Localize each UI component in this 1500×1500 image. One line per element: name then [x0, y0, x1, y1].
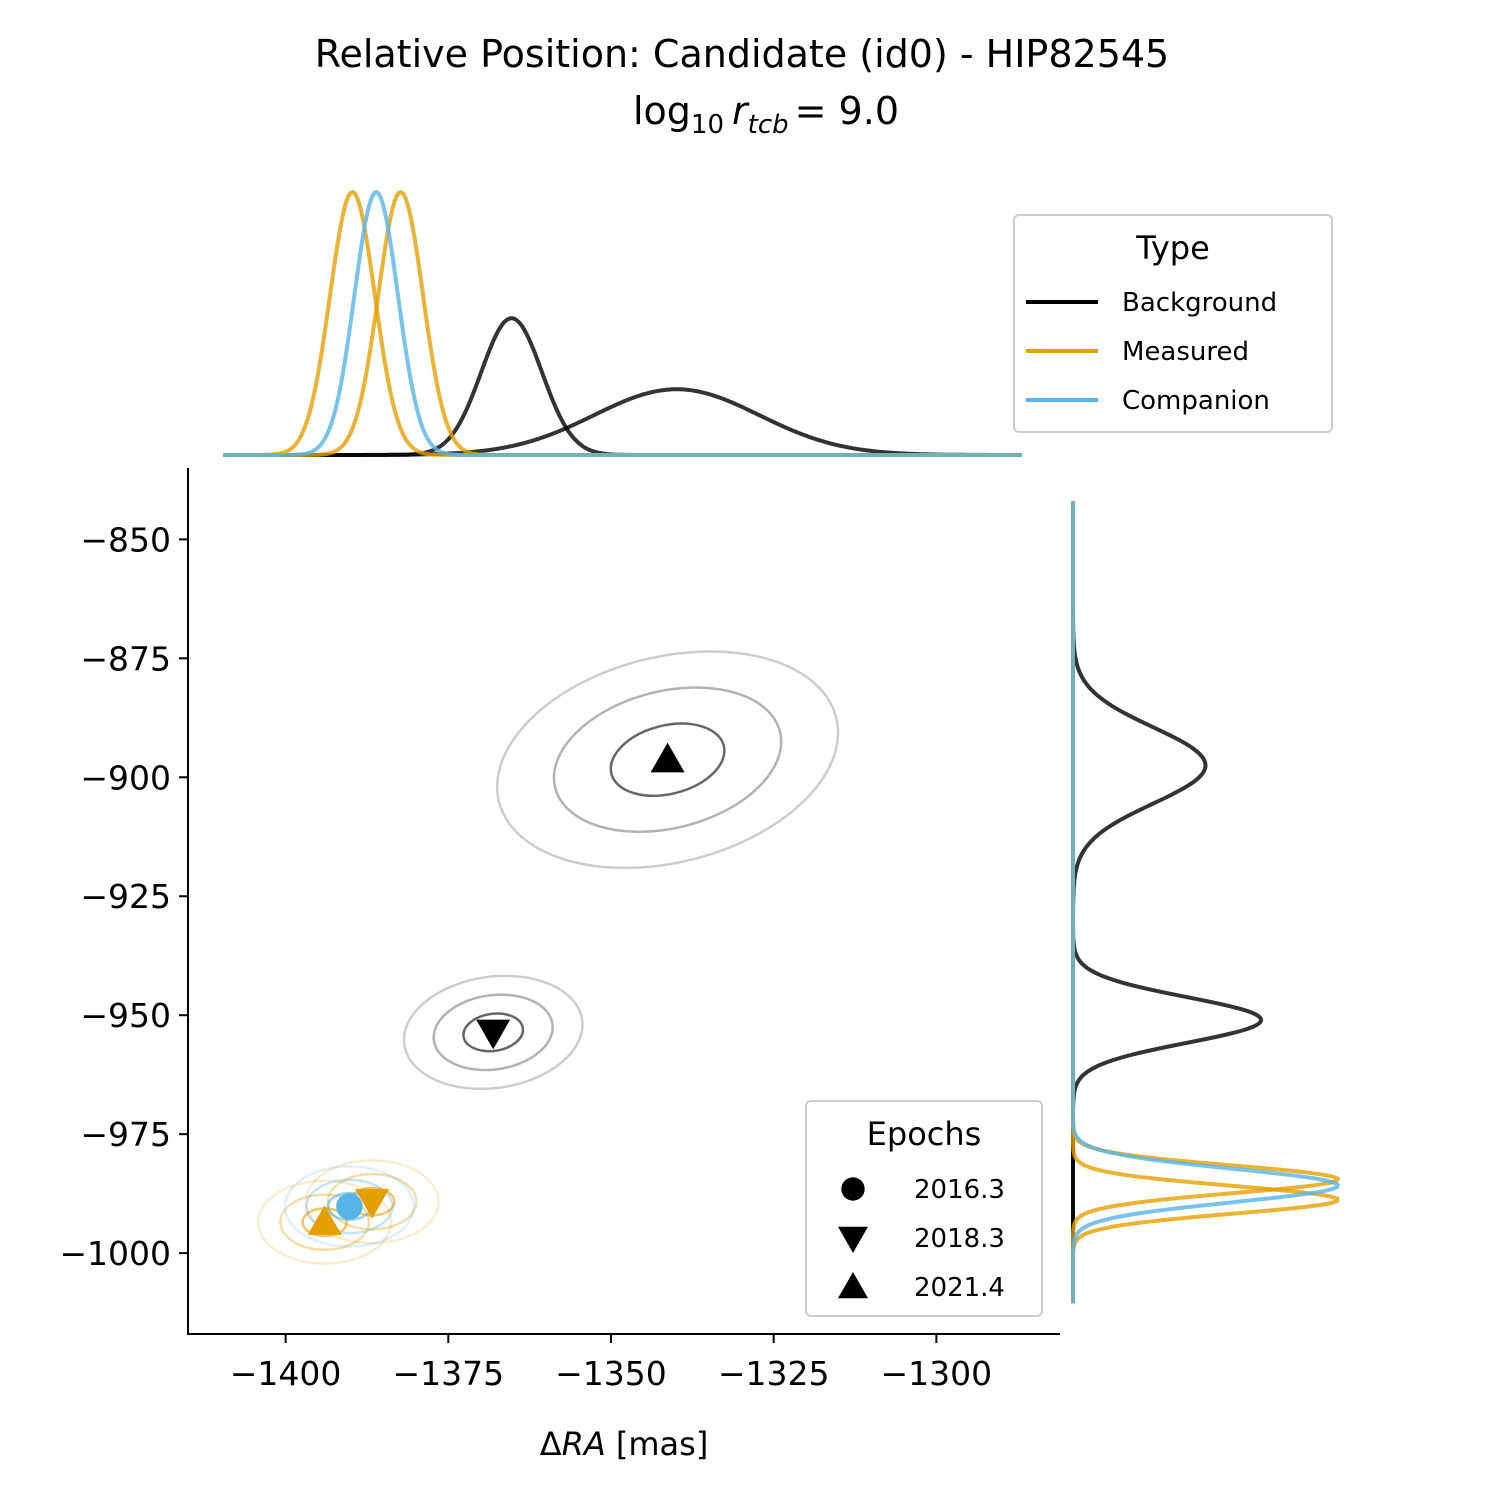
epoch-legend-label-2018.3: 2018.3: [914, 1224, 1005, 1254]
epoch-legend-marker-2018.3: [838, 1226, 868, 1253]
x-axis-label-unit: [mas]: [606, 1425, 709, 1463]
y-density-measured: [1071, 501, 1340, 1304]
x-density-measured: [223, 189, 1022, 457]
y-density-background: [1071, 501, 1264, 1304]
x-axis-label-delta: Δ: [540, 1425, 562, 1463]
epoch-legend: Epochs 2016.3 2018.3 2021.4: [805, 1100, 1043, 1317]
contour-background-2sigma: [552, 686, 783, 834]
subtitle-base: 10: [691, 110, 724, 140]
x-tick-label: −1325: [718, 1354, 830, 1393]
x-axis-label-var: RA: [562, 1425, 606, 1463]
epoch-legend-marker-2021.4: [838, 1272, 868, 1299]
subtitle-value: = 9.0: [795, 89, 899, 133]
type-legend-label-background: Background: [1122, 288, 1277, 318]
x-density-measured: [223, 189, 1022, 457]
y-tick-label: −925: [80, 877, 171, 916]
top-marginal-plot: [223, 189, 1022, 457]
x-tick-label: −1300: [881, 1354, 993, 1393]
subtitle-sub: tcb: [748, 110, 789, 140]
type-legend-entries: Background Measured Companion: [1026, 288, 1277, 416]
epoch-legend-label-2021.4: 2021.4: [914, 1273, 1005, 1303]
main-plot: [257, 650, 840, 1265]
y-tick-label: −875: [80, 639, 171, 678]
marker-background-2021.4: [650, 742, 685, 773]
contour-measured-3sigma: [257, 1179, 393, 1265]
type-legend-label-companion: Companion: [1122, 386, 1270, 416]
epoch-legend-frame: [805, 1100, 1043, 1317]
type-legend: Type Background Measured Companion: [1013, 214, 1333, 433]
marker-measured-2021.4: [307, 1205, 342, 1235]
epoch-legend-label-2016.3: 2016.3: [914, 1175, 1005, 1205]
marker-companion-2016.3: [336, 1193, 363, 1220]
contour-background-3sigma: [495, 650, 840, 870]
type-legend-label-measured: Measured: [1122, 337, 1249, 367]
x-axis-ticks: −1400 −1375 −1350 −1325 −1300: [230, 1334, 992, 1393]
contour-companion-3sigma: [283, 1165, 416, 1248]
type-legend-title: Type: [1135, 229, 1210, 267]
y-tick-label: −1000: [59, 1234, 171, 1273]
y-tick-label: −900: [80, 758, 171, 797]
x-density-background: [223, 387, 1022, 457]
epoch-legend-title: Epochs: [867, 1115, 982, 1153]
y-density-companion: [1071, 501, 1340, 1304]
contours: [257, 650, 840, 1265]
x-density-companion: [223, 189, 1022, 457]
subtitle-log: log: [633, 89, 691, 133]
marker-measured-2018.3: [355, 1188, 390, 1219]
markers: [307, 742, 685, 1235]
y-tick-label: −850: [80, 520, 171, 559]
marker-background-2018.3: [476, 1019, 511, 1050]
x-tick-label: −1350: [555, 1354, 667, 1393]
contour-background-1sigma: [609, 722, 726, 798]
y-tick-label: −975: [80, 1115, 171, 1154]
epoch-legend-marker-2016.3: [841, 1177, 865, 1201]
chart-title: Relative Position: Candidate (id0) - HIP…: [315, 32, 1169, 76]
subtitle-r: r: [732, 89, 750, 133]
contour-background-3sigma: [402, 974, 584, 1091]
epoch-legend-entries: 2016.3 2018.3 2021.4: [838, 1175, 1005, 1303]
chart-subtitle: log10 rtcb = 9.0: [633, 89, 899, 140]
y-axis-ticks: −850 −875 −900 −925 −950 −975 −1000: [59, 520, 188, 1273]
y-tick-label: −950: [80, 996, 171, 1035]
x-tick-label: −1400: [230, 1354, 342, 1393]
x-tick-label: −1375: [392, 1354, 504, 1393]
type-legend-frame: [1013, 214, 1333, 433]
contour-measured-2sigma: [279, 1193, 371, 1252]
contour-measured-3sigma: [304, 1159, 440, 1245]
contour-companion-2sigma: [305, 1178, 394, 1235]
right-marginal-plot: [1071, 501, 1341, 1304]
contour-background-1sigma: [462, 1012, 525, 1053]
contour-background-2sigma: [432, 993, 554, 1072]
x-axis-label: ΔRA [mas]: [540, 1425, 709, 1463]
x-density-background: [223, 316, 1022, 457]
